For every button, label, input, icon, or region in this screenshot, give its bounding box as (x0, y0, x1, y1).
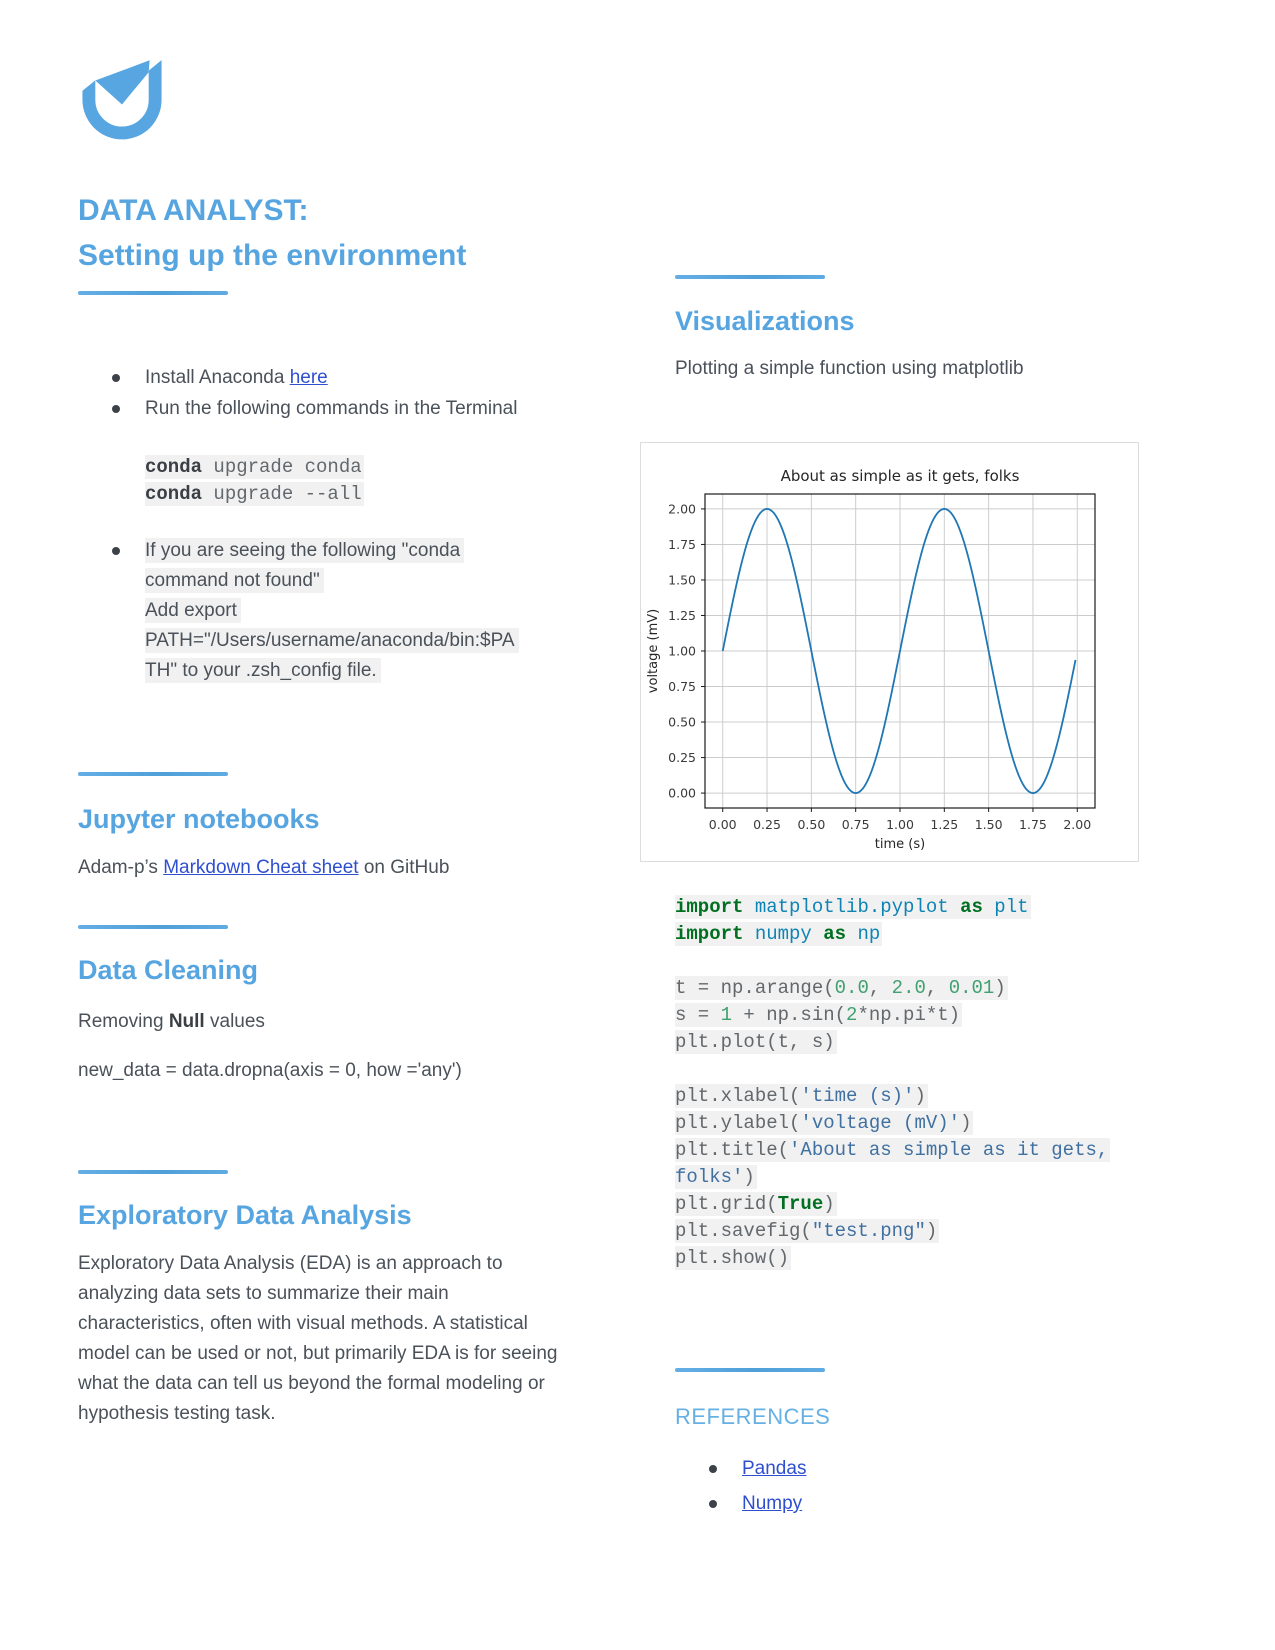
divider (78, 925, 228, 929)
svg-text:1.00: 1.00 (668, 644, 696, 659)
setup-bullet-list: Install Anaconda here Run the following … (78, 363, 572, 424)
svg-text:0.50: 0.50 (797, 817, 825, 832)
divider (675, 1368, 825, 1372)
svg-text:1.50: 1.50 (975, 817, 1003, 832)
visualizations-subtext: Plotting a simple function using matplot… (675, 358, 1024, 379)
bullet-text: Install Anaconda here (145, 363, 328, 393)
right-column: Visualizations Plotting a simple functio… (640, 0, 1139, 1519)
svg-text:0.75: 0.75 (668, 679, 696, 694)
svg-text:0.25: 0.25 (753, 817, 781, 832)
conda-note-lines: If you are seeing the following "conda co… (145, 536, 519, 686)
matplotlib-figure: 0.00 0.25 0.50 0.75 1.00 1.25 1.50 1.75 2.00 0.00… (640, 442, 1139, 862)
svg-text:time (s): time (s) (875, 837, 925, 852)
anaconda-here-link[interactable]: here (289, 367, 328, 388)
bullet-icon (112, 405, 120, 413)
svg-text:1.00: 1.00 (886, 817, 914, 832)
svg-text:About as simple as it gets, fo: About as simple as it gets, folks (781, 467, 1020, 485)
references-list: Pandas Numpy (675, 1454, 1137, 1519)
svg-text:2.00: 2.00 (1063, 817, 1091, 832)
bullet-icon (112, 374, 120, 382)
udacity-logo (81, 59, 163, 140)
svg-text:0.50: 0.50 (668, 715, 696, 730)
jupyter-line: Adam-p’s Markdown Cheat sheet on GitHub (78, 853, 572, 883)
jupyter-heading: Jupyter notebooks (78, 804, 320, 834)
data-cleaning-heading: Data Cleaning (78, 955, 259, 985)
svg-text:1.25: 1.25 (668, 608, 696, 623)
divider (78, 1170, 228, 1174)
left-column: DATA ANALYST: Setting up the environment… (78, 0, 572, 1429)
conda-code-block: conda upgrade conda conda upgrade --all (145, 455, 364, 506)
svg-text:2.00: 2.00 (668, 501, 696, 516)
conda-note-item: If you are seeing the following "conda co… (78, 536, 572, 686)
eda-heading: Exploratory Data Analysis (78, 1200, 412, 1230)
removing-null-line: Removing Null values (78, 1007, 572, 1037)
pandas-link[interactable]: Pandas (742, 1458, 807, 1479)
list-item: Numpy (675, 1489, 1137, 1519)
svg-text:0.75: 0.75 (842, 817, 870, 832)
numpy-link[interactable]: Numpy (742, 1493, 803, 1514)
page-title-line1: DATA ANALYST: (78, 194, 309, 227)
bullet-icon (709, 1465, 717, 1473)
null-bold: Null (168, 1011, 205, 1032)
jupyter-line-post: on GitHub (358, 857, 450, 878)
svg-text:0.25: 0.25 (668, 750, 696, 765)
svg-text:voltage (mV): voltage (mV) (646, 609, 661, 693)
divider (78, 291, 228, 295)
svg-text:1.50: 1.50 (668, 572, 696, 587)
page-title: DATA ANALYST: Setting up the environment (78, 188, 572, 278)
reference-link-wrap: Numpy (742, 1489, 802, 1519)
sine-line-chart: 0.00 0.25 0.50 0.75 1.00 1.25 1.50 1.75 2.00 0.00… (641, 444, 1138, 860)
svg-text:1.75: 1.75 (668, 537, 696, 552)
svg-text:0.00: 0.00 (709, 817, 737, 832)
markdown-cheat-sheet-link[interactable]: Markdown Cheat sheet (163, 857, 359, 878)
reference-link-wrap: Pandas (742, 1454, 806, 1484)
bullet-icon (709, 1500, 717, 1508)
divider (675, 275, 825, 279)
python-code-block: import matplotlib.pyplot as plt import nu… (675, 895, 1111, 1270)
install-anaconda-text: Install Anaconda (145, 367, 290, 388)
list-item: Install Anaconda here (78, 363, 572, 393)
svg-text:0.00: 0.00 (668, 786, 696, 801)
list-item: Run the following commands in the Termin… (78, 394, 572, 424)
page-title-line2: Setting up the environment (78, 239, 467, 272)
dropna-line: new_data = data.dropna(axis = 0, how ='a… (78, 1060, 462, 1081)
jupyter-line-pre: Adam-p’s (78, 857, 164, 878)
removing-pre: Removing (78, 1011, 169, 1032)
removing-post: values (204, 1011, 265, 1032)
svg-text:1.75: 1.75 (1019, 817, 1047, 832)
references-heading: REFERENCES (675, 1404, 831, 1429)
list-item: Pandas (675, 1454, 1137, 1484)
bullet-text: Run the following commands in the Termin… (145, 398, 518, 419)
eda-paragraph: Exploratory Data Analysis (EDA) is an ap… (78, 1253, 558, 1424)
bullet-icon (112, 547, 120, 555)
svg-text:1.25: 1.25 (930, 817, 958, 832)
divider (78, 772, 228, 776)
visualizations-heading: Visualizations (675, 306, 855, 336)
